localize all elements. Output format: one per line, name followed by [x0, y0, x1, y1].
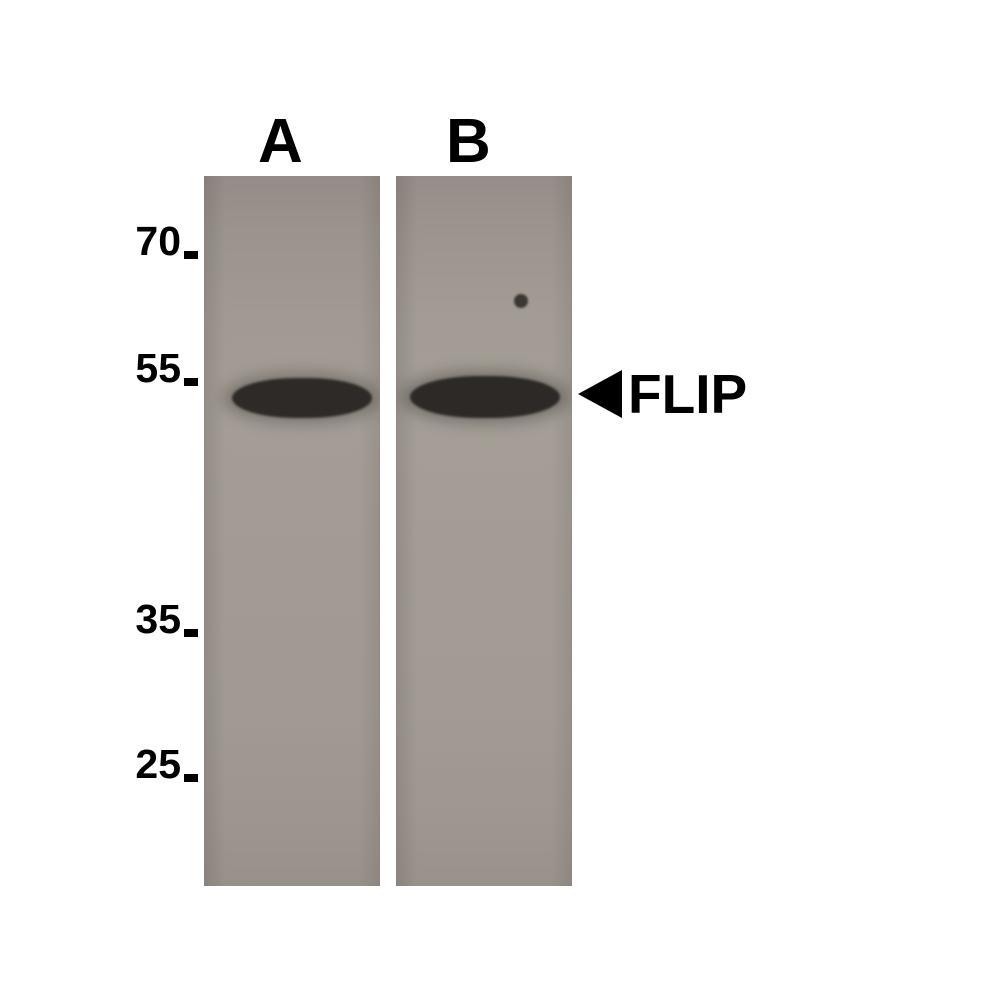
lane-labels-row: A B [178, 106, 822, 166]
lane-b [396, 176, 572, 886]
mw-marker-label: 35 [135, 596, 181, 643]
mw-marker-tick [184, 774, 198, 782]
mw-marker-70: 70 [120, 218, 198, 265]
band-label-text: FLIP [628, 362, 747, 426]
blot-lanes [204, 176, 574, 888]
mw-marker-label: 25 [135, 741, 181, 788]
mw-marker-tick [184, 251, 198, 259]
mw-marker-tick [184, 378, 198, 386]
lane-a-membrane-shade [204, 176, 380, 886]
mw-markers: 70 55 35 25 [120, 108, 190, 892]
lane-b-membrane-shade [396, 176, 572, 886]
lane-b-artifact-spot [514, 294, 528, 308]
lane-a-band [232, 378, 372, 418]
lane-b-band [410, 376, 560, 418]
western-blot-figure: A B 70 55 35 25 [178, 108, 822, 892]
mw-marker-35: 35 [120, 596, 198, 643]
mw-marker-25: 25 [120, 741, 198, 788]
mw-marker-tick [184, 629, 198, 637]
lane-label-b: B [446, 106, 491, 177]
lane-a [204, 176, 380, 886]
lane-label-a: A [258, 106, 303, 177]
band-annotation: FLIP [578, 362, 747, 426]
arrowhead-left-icon [578, 370, 622, 418]
mw-marker-55: 55 [120, 345, 198, 392]
mw-marker-label: 55 [135, 345, 181, 392]
mw-marker-label: 70 [135, 218, 181, 265]
